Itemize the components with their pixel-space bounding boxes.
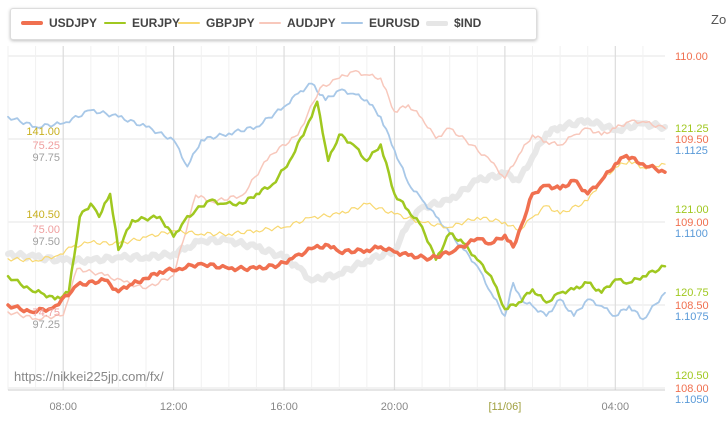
legend-item-eurusd[interactable]: EURUSD: [341, 16, 420, 30]
y-tick-label-eurusd: 1.1100: [675, 228, 708, 240]
y-tick-label-usdjpy: 108.50: [675, 300, 709, 312]
legend-label: EURUSD: [369, 16, 420, 30]
series-line-usdjpy: [6, 153, 667, 315]
legend-swatch: [21, 21, 43, 25]
chart-legend: USDJPY EURJPY GBPJPY AUDJPY EURUSD $IND: [10, 8, 537, 40]
y-tick-label-eurjpy: 120.75: [675, 287, 709, 299]
series-line-ind: [5, 117, 668, 284]
left-tick-label-gbpjpy: 141.00: [26, 126, 60, 138]
left-tick-label-ind: 97.25: [32, 319, 60, 331]
legend-item-ind[interactable]: $IND: [426, 16, 481, 30]
watermark-text: https://nikkei225jp.com/fx/: [14, 369, 164, 384]
y-tick-label-eurusd: 1.1050: [675, 394, 709, 406]
y-tick-label-eurjpy: 121.25: [675, 123, 709, 135]
y-tick-label-eurusd: 1.1075: [675, 311, 709, 323]
y-tick-label-usdjpy: 108.00: [675, 383, 709, 395]
legend-label: $IND: [454, 16, 482, 30]
legend-swatch: [259, 22, 281, 24]
series-line-eurusd: [7, 82, 666, 321]
x-tick-label: 12:00: [160, 401, 188, 413]
y-tick-label-usdjpy: 110.00: [675, 51, 708, 63]
left-tick-label-audjpy: 74.75: [32, 307, 60, 319]
y-tick-label-eurjpy: 120.50: [675, 370, 709, 382]
left-tick-label-audjpy: 75.00: [32, 224, 60, 236]
left-tick-label-audjpy: 75.25: [32, 140, 60, 152]
x-tick-label: 04:00: [602, 401, 630, 413]
y-tick-label-eurusd: 1.1125: [675, 145, 708, 157]
legend-swatch: [426, 20, 448, 26]
legend-label: USDJPY: [49, 16, 98, 30]
legend-label: AUDJPY: [287, 16, 336, 30]
legend-label: EURJPY: [132, 16, 181, 30]
y-tick-label-usdjpy: 109.00: [675, 217, 709, 229]
series-line-gbpjpy: [7, 160, 666, 263]
legend-item-usdjpy[interactable]: USDJPY: [21, 16, 97, 30]
x-tick-label: [11/06]: [488, 401, 521, 413]
left-tick-label-gbpjpy: 140.50: [26, 209, 60, 221]
x-tick-label: 08:00: [49, 401, 77, 413]
legend-swatch: [178, 22, 200, 24]
x-tick-label: 16:00: [270, 401, 298, 413]
series-line-eurjpy: [6, 100, 667, 311]
legend-item-eurjpy[interactable]: EURJPY: [104, 16, 180, 30]
series-line-audjpy: [7, 69, 666, 321]
left-tick-label-ind: 97.75: [32, 152, 60, 164]
legend-label: GBPJPY: [206, 16, 255, 30]
y-tick-label-usdjpy: 109.50: [675, 134, 709, 146]
legend-swatch: [341, 22, 363, 24]
zoom-label[interactable]: Zo: [711, 12, 726, 27]
legend-item-audjpy[interactable]: AUDJPY: [259, 16, 336, 30]
legend-item-gbpjpy[interactable]: GBPJPY: [178, 16, 255, 30]
left-tick-label-ind: 97.50: [32, 236, 60, 248]
x-tick-label: 20:00: [381, 401, 409, 413]
legend-swatch: [104, 21, 126, 25]
y-tick-label-eurjpy: 121.00: [675, 204, 709, 216]
